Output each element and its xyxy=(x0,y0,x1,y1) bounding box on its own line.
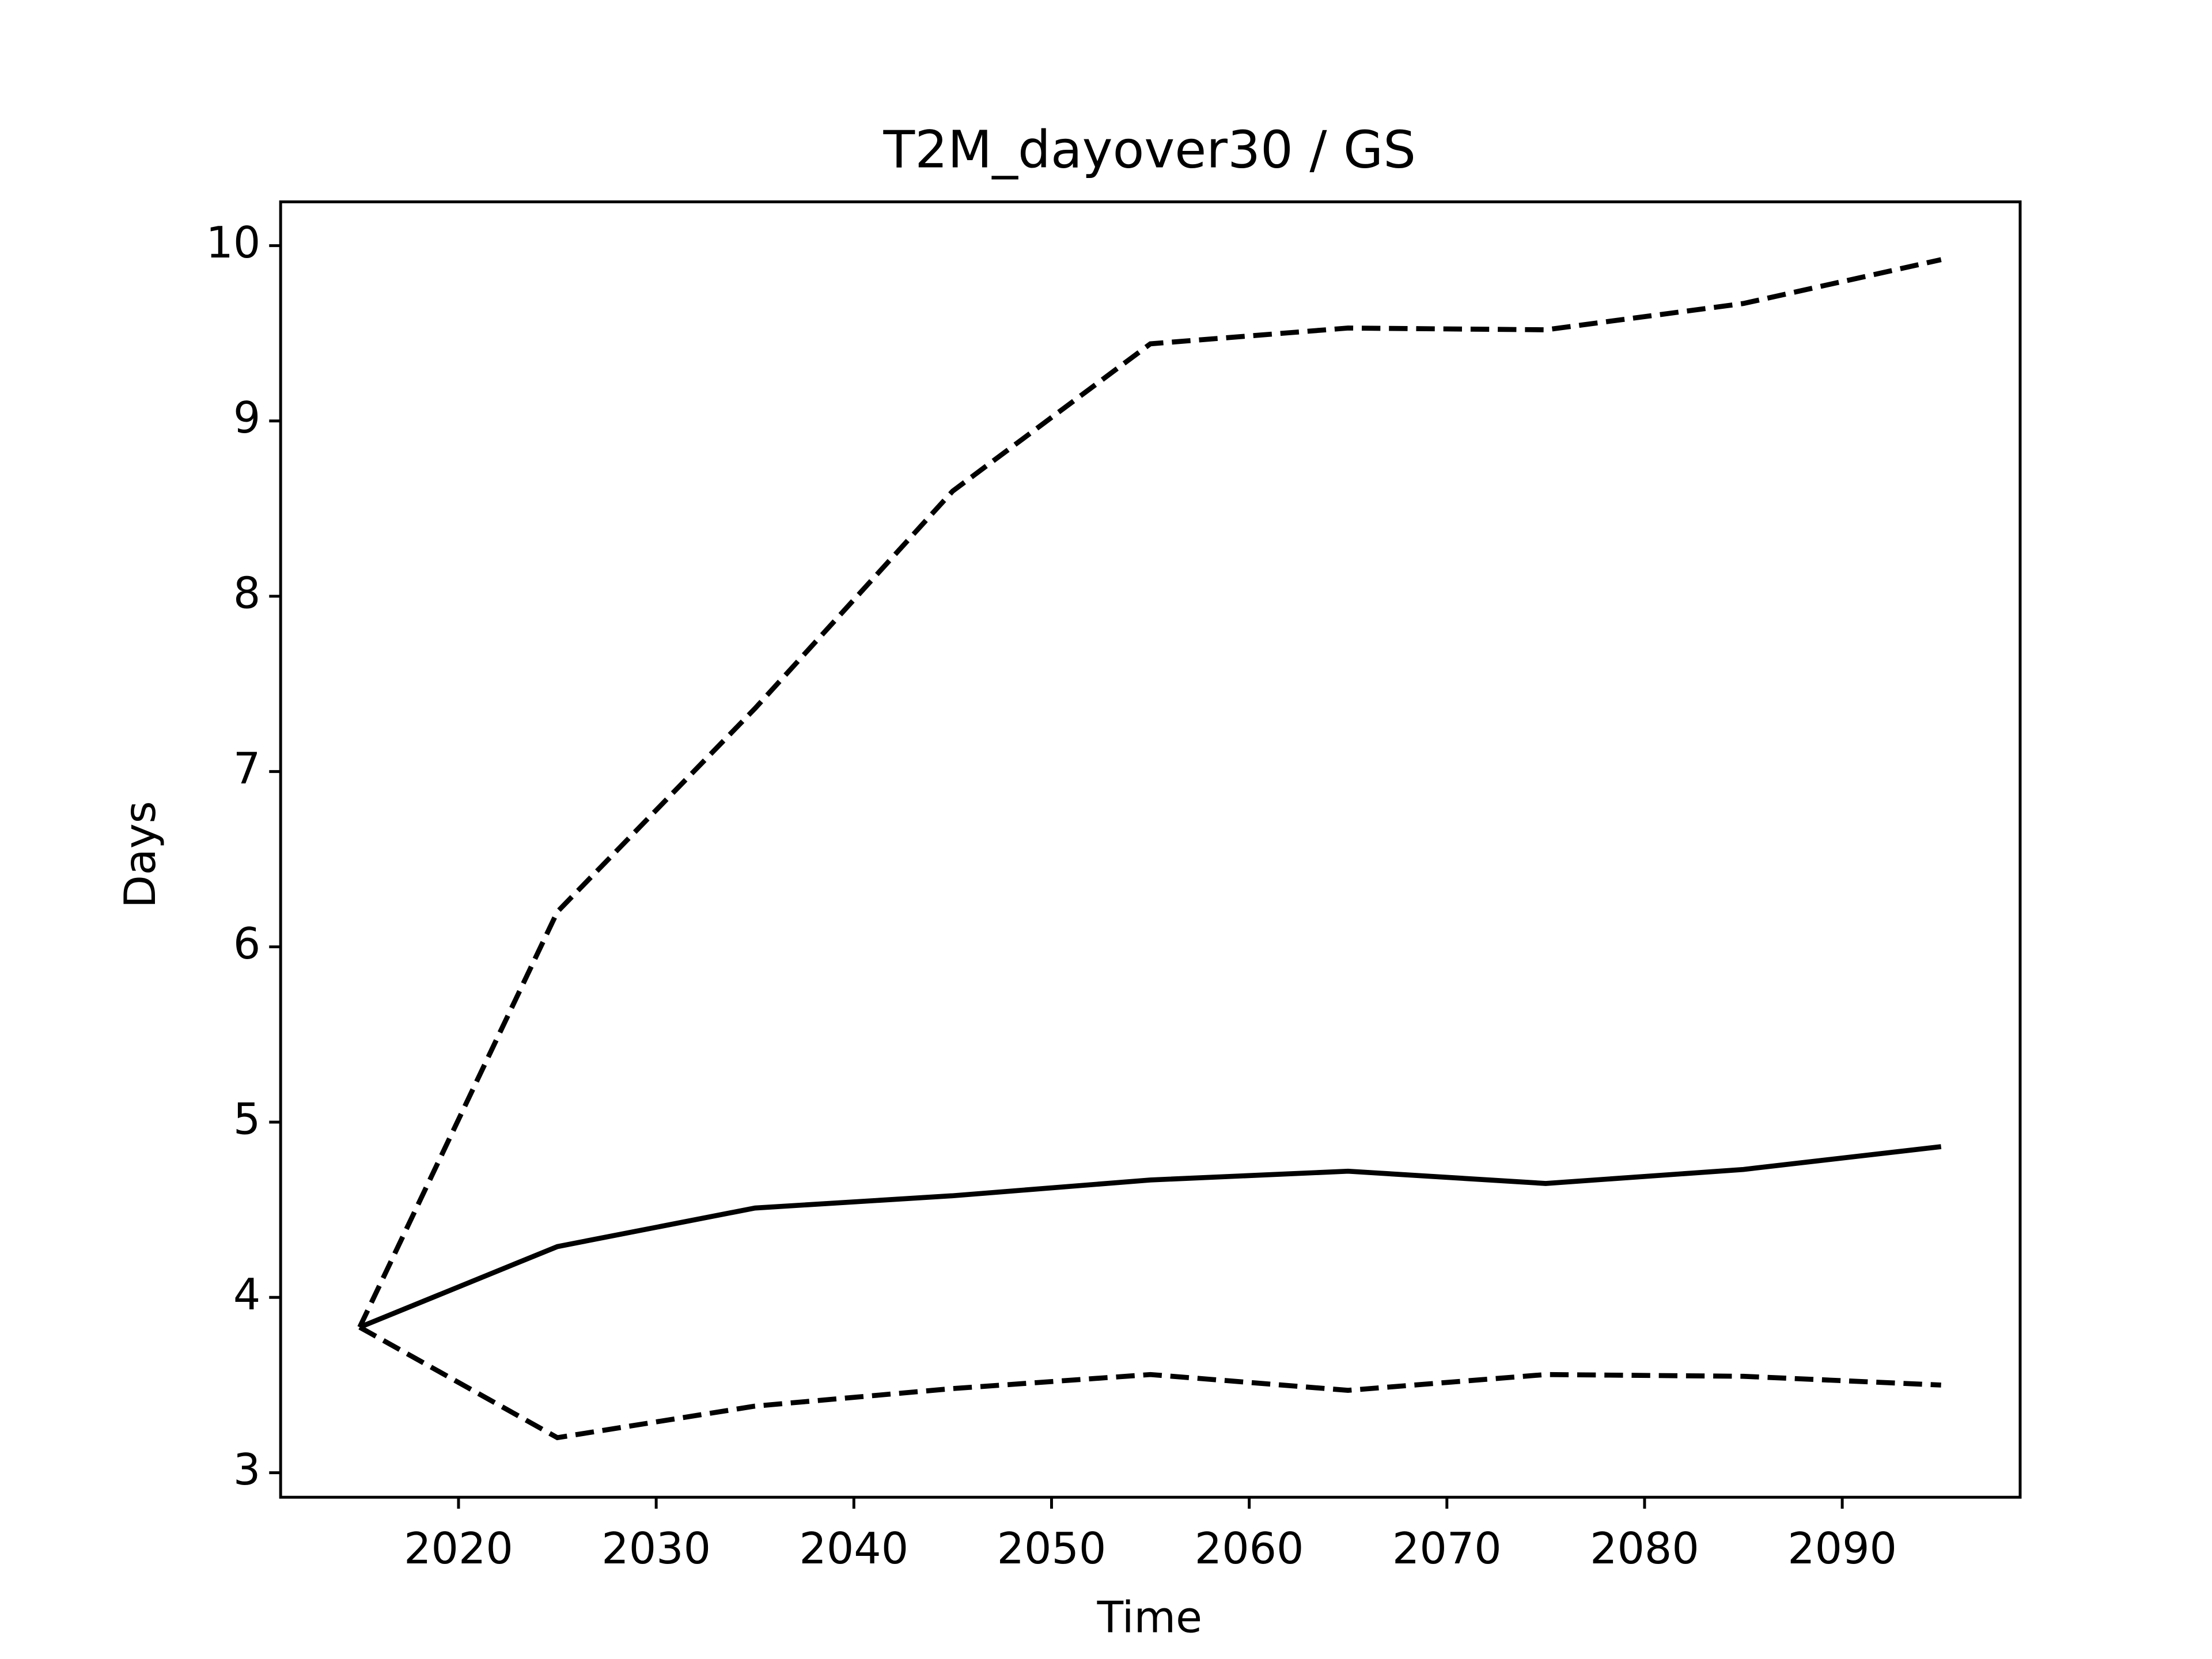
chart-title: T2M_dayover30 / GS xyxy=(883,120,1416,180)
y-tick-label: 10 xyxy=(206,218,260,268)
data-line xyxy=(357,257,1942,1328)
y-tick-label: 5 xyxy=(233,1094,260,1144)
y-tick-label: 3 xyxy=(233,1445,260,1495)
x-tick-label: 2050 xyxy=(997,1524,1107,1574)
x-tick-label: 2040 xyxy=(799,1524,908,1574)
x-axis-label: Time xyxy=(1097,1592,1202,1642)
x-tick-label: 2090 xyxy=(1787,1524,1897,1574)
x-tick-label: 2080 xyxy=(1590,1524,1699,1574)
y-tick-label: 4 xyxy=(233,1270,260,1320)
y-axis-label: Days xyxy=(115,801,165,908)
y-tick-label: 9 xyxy=(233,393,260,443)
x-tick-label: 2070 xyxy=(1392,1524,1502,1574)
x-tick-label: 2060 xyxy=(1195,1524,1304,1574)
y-tick-label: 8 xyxy=(233,569,260,619)
x-tick-label: 2020 xyxy=(404,1524,513,1574)
plot-frame xyxy=(279,200,2022,1499)
y-tick-label: 7 xyxy=(233,744,260,794)
data-line xyxy=(358,1325,1941,1441)
y-tick-label: 6 xyxy=(233,919,260,969)
data-line xyxy=(358,1144,1942,1330)
x-tick-label: 2030 xyxy=(601,1524,711,1574)
